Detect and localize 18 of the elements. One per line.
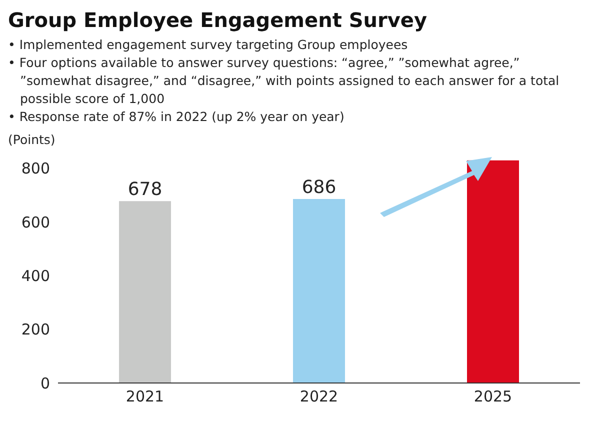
bar xyxy=(467,160,519,383)
text: • Four options available to answer survey questions: “agree,” ”somewhat agree,” ”somewhat disagree,” and “disagree,” with points assigned to each answer for a total possible score of 1,000 xyxy=(8,54,560,108)
data-label: 678 xyxy=(128,179,162,200)
x-tick-label: 2022 xyxy=(300,388,338,406)
bar xyxy=(293,198,345,383)
y-tick-label: 200 xyxy=(21,320,50,339)
y-tick-label: 0 xyxy=(40,374,50,392)
y-tick-label: 400 xyxy=(21,267,50,286)
data-label: 686 xyxy=(302,176,336,198)
x-tick-label: 2025 xyxy=(474,388,512,406)
y-tick-label: 600 xyxy=(21,213,50,232)
x-tick-label: 2021 xyxy=(126,388,164,406)
chart-title: Group Employee Engagement Survey xyxy=(8,8,428,32)
y-tick-label: 800 xyxy=(21,160,50,178)
text: • Implemented engagement survey targeting Group employees xyxy=(8,36,409,54)
text: • Response rate of 87% in 2022 (up 2% year on year) xyxy=(8,108,346,126)
bar xyxy=(119,201,171,383)
y-axis-title: (Points) xyxy=(8,132,56,147)
